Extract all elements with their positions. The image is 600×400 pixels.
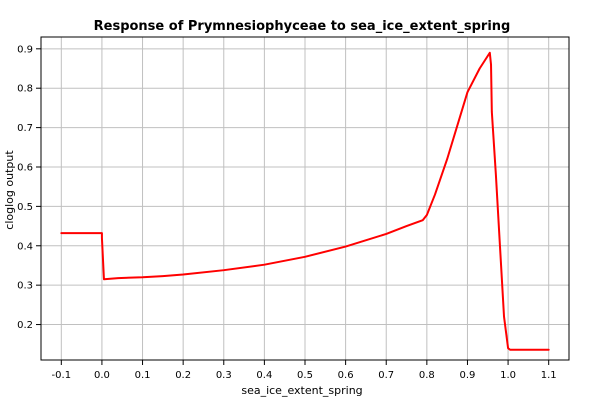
x-tick-label: 0.5 — [297, 370, 313, 381]
y-axis-label: cloglog output — [3, 150, 16, 230]
y-tick-label: 0.5 — [17, 202, 33, 213]
series-layer — [60, 51, 550, 351]
x-tick-label: 0.9 — [460, 370, 476, 381]
x-tick-label: 0.0 — [94, 370, 110, 381]
x-tick-label: 1.0 — [500, 370, 516, 381]
x-axis-label: sea_ice_extent_spring — [241, 384, 362, 397]
y-axis: 0.2 0.3 0.4 0.5 0.6 0.7 0.8 0.9 — [17, 44, 41, 331]
y-tick-label: 0.4 — [17, 241, 33, 252]
grid — [41, 37, 569, 360]
y-tick-label: 0.6 — [17, 162, 33, 173]
y-tick-label: 0.9 — [17, 44, 33, 55]
x-tick-label: 0.6 — [338, 370, 354, 381]
series-line — [60, 51, 550, 351]
y-tick-label: 0.3 — [17, 281, 33, 292]
x-axis: -0.1 0.0 0.1 0.2 0.3 0.4 0.5 0.6 0.7 0.8 0.9 1.0 1.1 — [52, 360, 557, 381]
x-tick-label: 0.3 — [216, 370, 232, 381]
x-tick-label: 0.1 — [135, 370, 151, 381]
y-tick-label: 0.2 — [17, 320, 33, 331]
x-tick-label: 0.4 — [256, 370, 272, 381]
x-tick-label: 0.7 — [378, 370, 394, 381]
x-tick-label: 0.2 — [175, 370, 191, 381]
chart-title: Response of Prymnesiophyceae to sea_ice_… — [94, 19, 511, 34]
y-tick-label: 0.8 — [17, 84, 33, 95]
x-tick-label: 1.1 — [541, 370, 557, 381]
y-tick-label: 0.7 — [17, 123, 33, 134]
x-tick-label: -0.1 — [52, 370, 72, 381]
x-tick-label: 0.8 — [419, 370, 435, 381]
